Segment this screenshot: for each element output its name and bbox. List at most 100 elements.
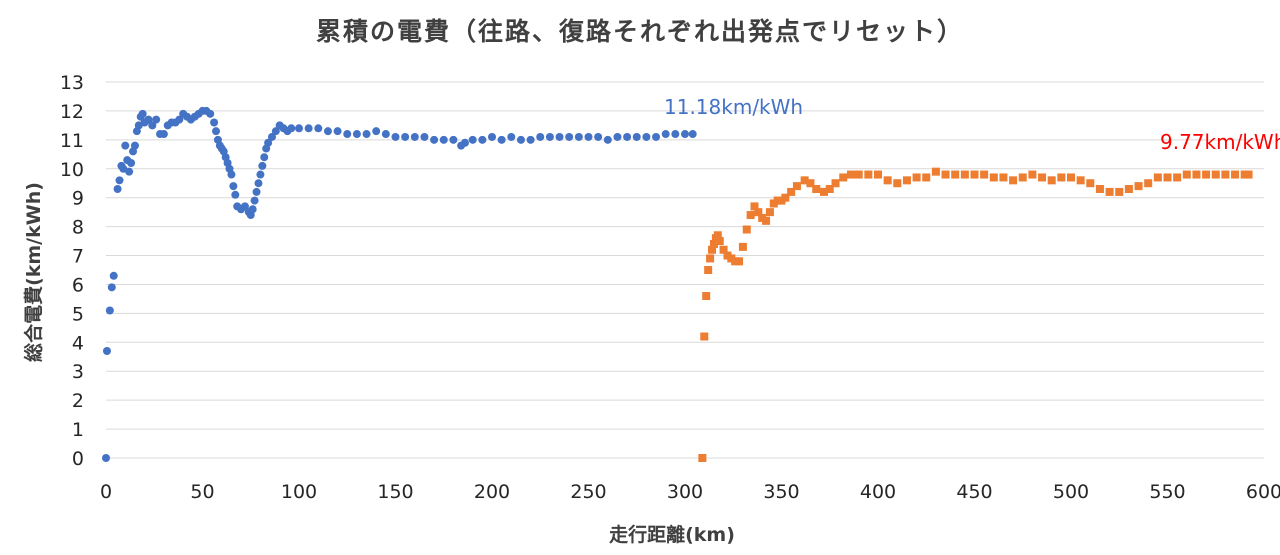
data-point <box>343 130 352 139</box>
data-point <box>210 118 219 127</box>
data-point <box>1057 173 1066 182</box>
data-point <box>430 135 439 144</box>
data-point <box>526 135 535 144</box>
data-point <box>713 231 722 240</box>
data-point <box>688 130 697 139</box>
data-point <box>260 153 269 162</box>
data-point <box>1144 179 1153 188</box>
data-point <box>1202 170 1211 179</box>
y-tick-label: 0 <box>72 448 84 470</box>
data-point <box>702 292 711 301</box>
y-tick-label: 7 <box>72 246 84 268</box>
data-point <box>1105 187 1114 196</box>
data-point <box>1018 173 1027 182</box>
data-point <box>839 173 848 182</box>
data-point <box>314 124 323 133</box>
data-point <box>138 109 147 118</box>
data-point <box>439 135 448 144</box>
data-point <box>1076 176 1085 185</box>
data-point <box>175 115 184 124</box>
data-point <box>565 132 574 141</box>
series-return <box>698 167 1253 462</box>
data-point <box>854 170 863 179</box>
y-tick-label: 8 <box>72 217 84 239</box>
data-point <box>323 127 332 136</box>
data-point <box>735 257 744 266</box>
data-point <box>1095 185 1104 194</box>
x-tick-label: 500 <box>1053 481 1089 503</box>
data-point <box>545 132 554 141</box>
x-tick-label: 600 <box>1246 481 1280 503</box>
y-tick-label: 2 <box>72 390 84 412</box>
y-tick-label: 10 <box>60 159 84 181</box>
y-tick-label: 13 <box>60 72 84 94</box>
y-tick-label: 1 <box>72 419 84 441</box>
x-tick-label: 400 <box>860 481 896 503</box>
data-point <box>874 170 882 179</box>
data-point <box>159 130 168 139</box>
data-point <box>478 135 487 144</box>
data-point <box>1244 170 1253 179</box>
data-point <box>1192 170 1201 179</box>
data-point <box>1115 187 1124 196</box>
data-point <box>831 179 840 188</box>
data-point <box>295 124 303 133</box>
data-point <box>960 170 969 179</box>
x-tick-label: 150 <box>377 481 413 503</box>
data-point <box>574 132 583 141</box>
data-point <box>1182 170 1191 179</box>
data-point <box>536 132 545 141</box>
data-point <box>130 141 139 150</box>
data-point <box>800 176 809 185</box>
data-point <box>661 130 670 139</box>
data-point <box>256 170 265 179</box>
data-point <box>883 176 892 185</box>
data-point <box>497 135 506 144</box>
x-tick-label: 0 <box>100 481 112 503</box>
data-point <box>787 187 796 196</box>
data-point <box>652 132 661 141</box>
y-tick-label: 5 <box>72 303 84 325</box>
data-point <box>144 115 153 124</box>
data-point <box>642 132 651 141</box>
data-point <box>719 245 728 254</box>
x-tick-label: 100 <box>281 481 317 503</box>
data-point <box>1124 185 1133 194</box>
data-point <box>352 130 361 139</box>
x-tick-label: 450 <box>956 481 992 503</box>
series-outbound <box>102 106 697 462</box>
data-point <box>1134 182 1143 191</box>
data-point <box>765 208 774 217</box>
x-axis-title: 走行距離(km) <box>609 523 735 546</box>
data-point <box>121 141 130 150</box>
data-point <box>912 173 921 182</box>
data-point <box>148 121 157 130</box>
x-tick-label: 350 <box>763 481 799 503</box>
data-point <box>613 132 622 141</box>
data-point <box>671 130 680 139</box>
data-point <box>1153 173 1162 182</box>
data-point <box>254 179 263 188</box>
data-point <box>372 127 381 136</box>
data-point <box>704 266 713 274</box>
y-tick-label: 11 <box>60 130 84 152</box>
data-point <box>1009 176 1018 185</box>
data-point <box>362 130 371 139</box>
y-tick-label: 6 <box>72 274 84 296</box>
gridlines <box>106 81 1264 459</box>
data-point <box>107 283 116 292</box>
data-point <box>941 170 950 179</box>
data-point <box>250 196 259 205</box>
data-point <box>468 135 477 144</box>
data-point <box>127 158 136 167</box>
data-point <box>555 132 564 141</box>
data-point <box>109 271 118 280</box>
data-point <box>212 127 221 136</box>
data-point <box>819 187 828 196</box>
x-tick-label: 300 <box>667 481 703 503</box>
data-point <box>762 216 771 225</box>
data-point <box>113 185 122 194</box>
data-point <box>902 176 911 185</box>
data-point <box>264 138 273 147</box>
